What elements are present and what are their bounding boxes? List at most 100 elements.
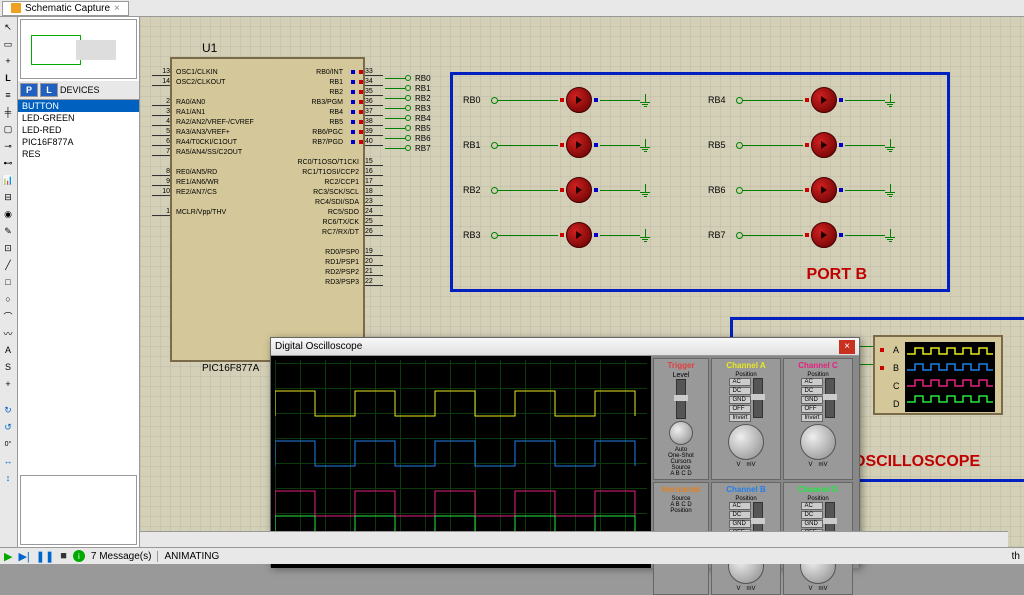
mode-button[interactable]: AC <box>801 378 822 386</box>
wire <box>498 235 558 236</box>
tool-instrument[interactable]: ⊡ <box>0 240 16 256</box>
led-circuit[interactable]: RB3 <box>463 225 650 245</box>
stop-button[interactable]: ■ <box>60 550 67 562</box>
tool-select[interactable]: ↖ <box>0 19 16 35</box>
mode-button[interactable]: Invert <box>729 414 750 422</box>
mode-button[interactable]: AC <box>729 378 750 386</box>
message-icon[interactable]: i <box>73 550 85 562</box>
oscilloscope-close-button[interactable]: × <box>839 340 855 354</box>
chip-pin-right: 25RC6/TX/CK <box>322 217 383 227</box>
tool-rotate-cw[interactable]: ↻ <box>0 402 16 418</box>
led-icon <box>566 132 592 158</box>
pause-button[interactable]: ❚❚ <box>36 550 54 563</box>
trigger-knob[interactable] <box>669 421 693 445</box>
tool-text[interactable]: ≡ <box>0 87 16 103</box>
mode-button[interactable]: DC <box>801 387 822 395</box>
tool-flip-v[interactable]: ↕ <box>0 470 16 486</box>
overview-panel[interactable] <box>20 19 137 79</box>
position-slider[interactable] <box>753 378 763 418</box>
wire <box>600 190 640 191</box>
device-item[interactable]: LED-GREEN <box>18 112 139 124</box>
tool-generator[interactable]: ◉ <box>0 206 16 222</box>
chip-pin-right: 24RC5/SDO <box>328 207 383 217</box>
message-count[interactable]: 7 Message(s) <box>91 551 152 562</box>
channel-indicator <box>880 348 884 352</box>
tool-arc[interactable]: ⌒ <box>0 308 16 324</box>
mode-button[interactable]: AC <box>801 502 822 510</box>
chip-pin-left: 9RE1/AN6/WR <box>152 177 219 187</box>
tool-subcircuit[interactable]: ▢ <box>0 121 16 137</box>
tool-rotate-ccw[interactable]: ↺ <box>0 419 16 435</box>
led-circuit[interactable]: RB1 <box>463 135 650 155</box>
chip-pin-right: 18RC3/SCK/SCL <box>313 187 383 197</box>
mode-button[interactable]: OFF <box>801 405 822 413</box>
device-item[interactable]: RES <box>18 148 139 160</box>
led-circuit[interactable]: RB4 <box>708 90 895 110</box>
device-item[interactable]: PIC16F877A <box>18 136 139 148</box>
oscilloscope-component[interactable]: ABCD <box>873 335 1003 415</box>
gain-knob[interactable] <box>800 424 836 460</box>
position-slider[interactable] <box>825 378 835 418</box>
schematic-icon <box>11 3 21 13</box>
mode-button[interactable]: GND <box>801 520 822 528</box>
schematic-canvas[interactable]: U1 PIC16F877A 13OSC1/CLKIN14OSC2/CLKOUT2… <box>140 17 1024 547</box>
tab-close-icon[interactable]: × <box>114 3 120 14</box>
terminal <box>405 115 411 121</box>
tool-bus[interactable]: ╪ <box>0 104 16 120</box>
tab-schematic[interactable]: Schematic Capture × <box>2 1 129 16</box>
oscilloscope-titlebar[interactable]: Digital Oscilloscope × <box>271 338 859 356</box>
led-circuit[interactable]: RB0 <box>463 90 650 110</box>
tool-flip-h[interactable]: ↔ <box>0 453 16 469</box>
tool-box[interactable]: □ <box>0 274 16 290</box>
tool-angle[interactable]: 0° <box>0 436 16 452</box>
tool-path[interactable]: 〰 <box>0 325 16 341</box>
mode-button[interactable]: DC <box>801 511 822 519</box>
play-button[interactable]: ▶ <box>4 550 12 563</box>
mode-button[interactable]: GND <box>729 520 750 528</box>
tool-symbol[interactable]: S <box>0 359 16 375</box>
device-item[interactable]: BUTTON <box>18 100 139 112</box>
chip-pin-right: 22RD3/PSP3 <box>325 277 383 287</box>
mode-button[interactable]: OFF <box>729 405 750 413</box>
tool-line[interactable]: ╱ <box>0 257 16 273</box>
scrollbar-horizontal[interactable] <box>140 531 1008 547</box>
mode-button[interactable]: AC <box>729 502 750 510</box>
led-circuit[interactable]: RB5 <box>708 135 895 155</box>
chip-pin-right: 40RB7/PGD <box>312 137 383 147</box>
tool-junction[interactable]: + <box>0 53 16 69</box>
mode-button[interactable]: DC <box>729 511 750 519</box>
tool-circle[interactable]: ○ <box>0 291 16 307</box>
step-button[interactable]: ▶| <box>18 550 29 563</box>
led-label: RB6 <box>708 185 736 195</box>
mode-button[interactable]: GND <box>801 396 822 404</box>
terminal <box>736 232 743 239</box>
devices-l-button[interactable]: L <box>40 83 58 97</box>
wire <box>743 100 803 101</box>
chip-pin-right: 33RB0/INT <box>316 67 383 77</box>
led-circuit[interactable]: RB2 <box>463 180 650 200</box>
tool-terminal[interactable]: ⊸ <box>0 138 16 154</box>
tool-graph[interactable]: 📊 <box>0 172 16 188</box>
led-circuit[interactable]: RB7 <box>708 225 895 245</box>
tool-probe[interactable]: ✎ <box>0 223 16 239</box>
port-label: RB2 <box>415 94 431 103</box>
chip-pin-left: 13OSC1/CLKIN <box>152 67 218 77</box>
level-slider[interactable] <box>676 379 686 419</box>
portb-title: PORT B <box>807 266 867 284</box>
led-circuit[interactable]: RB6 <box>708 180 895 200</box>
device-list[interactable]: BUTTONLED-GREENLED-REDPIC16F877ARES <box>18 100 139 473</box>
device-item[interactable]: LED-RED <box>18 124 139 136</box>
tool-marker[interactable]: + <box>0 376 16 392</box>
trace <box>275 436 647 476</box>
tool-pin[interactable]: ⊷ <box>0 155 16 171</box>
tool-tape[interactable]: ⊟ <box>0 189 16 205</box>
chip-pic16f877a[interactable]: U1 PIC16F877A 13OSC1/CLKIN14OSC2/CLKOUT2… <box>170 57 365 362</box>
devices-p-button[interactable]: P <box>20 83 38 97</box>
mode-button[interactable]: GND <box>729 396 750 404</box>
gain-knob[interactable] <box>728 424 764 460</box>
mode-button[interactable]: Invert <box>801 414 822 422</box>
tool-component[interactable]: ▭ <box>0 36 16 52</box>
tool-label[interactable]: L <box>0 70 16 86</box>
mode-button[interactable]: DC <box>729 387 750 395</box>
tool-text2[interactable]: A <box>0 342 16 358</box>
